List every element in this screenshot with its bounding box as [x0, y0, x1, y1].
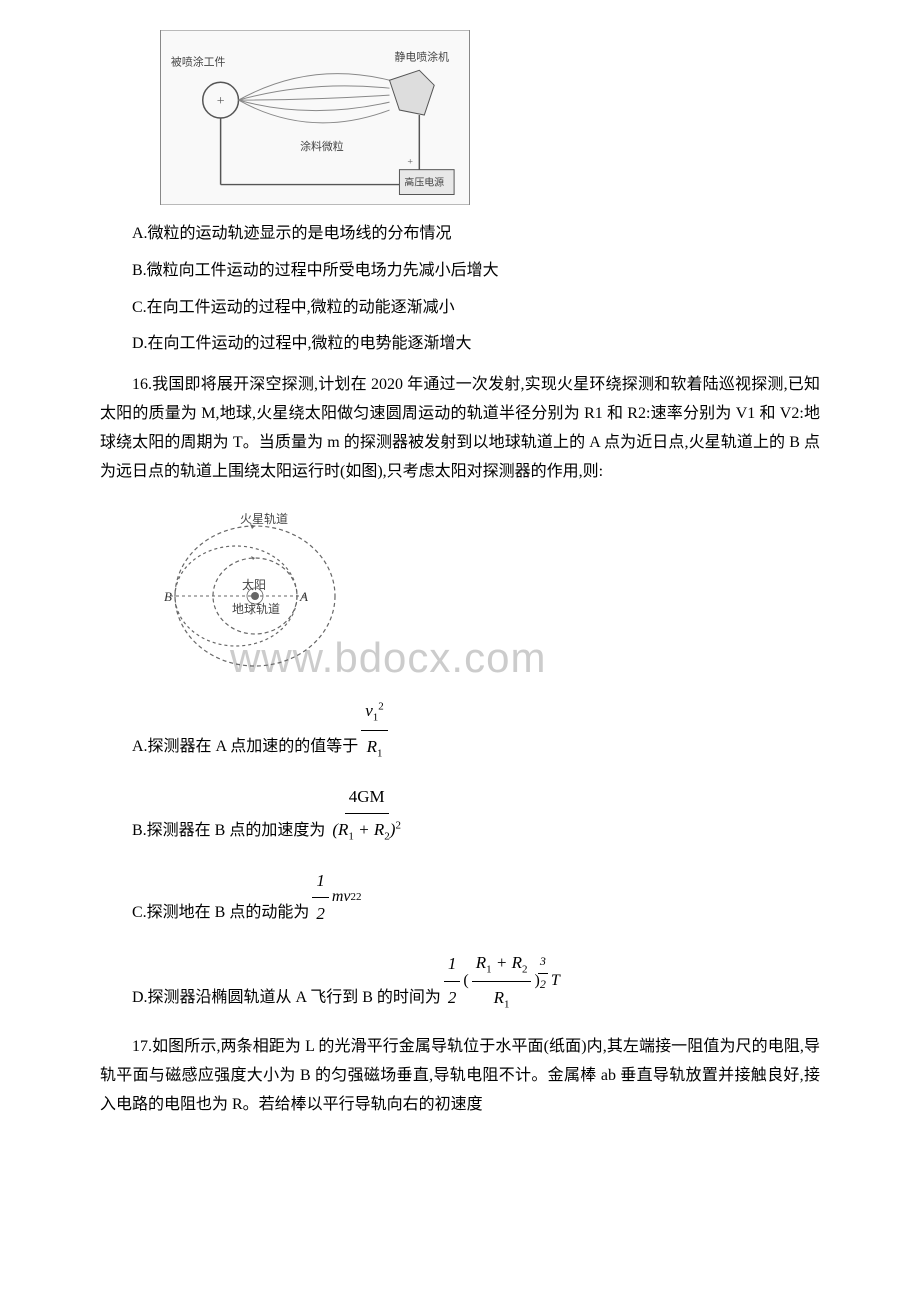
label-sprayer: 静电喷涂机 [394, 49, 449, 63]
label-workpiece: 被喷涂工件 [171, 54, 226, 68]
label-point-b: B [164, 589, 172, 604]
figure-electrostatic-spray: + + 被喷涂工件 静电喷涂机 涂料微粒 高压电源 [160, 30, 470, 205]
figure-orbit-diagram: A B 火星轨道 太阳 地球轨道 [160, 501, 350, 676]
label-mars-orbit: 火星轨道 [240, 512, 288, 526]
label-particles: 涂料微粒 [300, 139, 344, 153]
label-earth-orbit: 地球轨道 [232, 602, 280, 616]
label-power: 高压电源 [404, 176, 444, 189]
q16-option-c: C.探测地在 B 点的动能为 1 2 mv22 [100, 866, 820, 930]
label-sun: 太阳 [242, 577, 266, 592]
q16-optc-text: C.探测地在 B 点的动能为 [132, 899, 309, 930]
q16-optd-text: D.探测器沿椭圆轨道从 A 飞行到 B 的时间为 [132, 984, 441, 1015]
svg-text:+: + [407, 157, 413, 168]
q16-optb-formula: 4GM (R1 + R2)2 [328, 782, 405, 848]
q15-option-d: D.在向工件运动的过程中,微粒的电势能逐渐增大 [100, 330, 820, 359]
q16-optd-formula: 1 2 ( R1 + R2 R1 ) 3 2 T [441, 948, 560, 1015]
q15-option-b: B.微粒向工件运动的过程中所受电场力先减小后增大 [100, 257, 820, 286]
spray-diagram-svg: + + 被喷涂工件 静电喷涂机 涂料微粒 高压电源 [161, 30, 469, 205]
orbit-svg: A B 火星轨道 太阳 地球轨道 [160, 501, 350, 676]
q16-optc-formula: 1 2 mv22 [309, 866, 361, 930]
q16-stem: 16.我国即将展开深空探测,计划在 2020 年通过一次发射,实现火星环绕探测和… [100, 371, 820, 486]
q16-option-b: B.探测器在 B 点的加速度为 4GM (R1 + R2)2 [100, 782, 820, 848]
q16-option-d: D.探测器沿椭圆轨道从 A 飞行到 B 的时间为 1 2 ( R1 + R2 R… [100, 948, 820, 1015]
q16-opta-text: A.探测器在 A 点加速的的值等于 [132, 733, 358, 764]
q16-opta-formula: v12 R1 [361, 696, 388, 763]
q17-stem: 17.如图所示,两条相距为 L 的光滑平行金属导轨位于水平面(纸面)内,其左端接… [100, 1033, 820, 1119]
q16-option-a: A.探测器在 A 点加速的的值等于 v12 R1 [100, 696, 820, 763]
svg-text:+: + [217, 94, 225, 109]
q15-option-c: C.在向工件运动的过程中,微粒的动能逐渐减小 [100, 294, 820, 323]
q16-optb-text: B.探测器在 B 点的加速度为 [132, 817, 325, 848]
q15-option-a: A.微粒的运动轨迹显示的是电场线的分布情况 [100, 220, 820, 249]
label-point-a: A [299, 589, 308, 604]
